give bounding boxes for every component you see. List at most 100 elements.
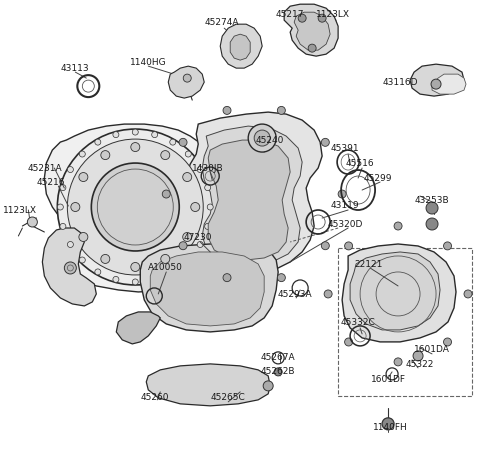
Polygon shape	[186, 112, 322, 276]
Circle shape	[204, 185, 211, 191]
Circle shape	[345, 338, 353, 346]
Text: 45262B: 45262B	[261, 367, 295, 376]
Text: 45299: 45299	[364, 173, 392, 183]
Circle shape	[91, 163, 179, 251]
Circle shape	[79, 151, 85, 157]
Circle shape	[179, 138, 187, 146]
Circle shape	[67, 167, 73, 173]
Text: 45265C: 45265C	[211, 393, 246, 402]
Circle shape	[394, 358, 402, 366]
Circle shape	[321, 242, 329, 250]
Polygon shape	[350, 252, 440, 330]
Circle shape	[183, 74, 191, 82]
Text: 45332C: 45332C	[341, 318, 375, 328]
Circle shape	[394, 222, 402, 230]
Polygon shape	[140, 244, 278, 332]
Polygon shape	[220, 24, 262, 68]
Polygon shape	[294, 12, 330, 50]
Circle shape	[162, 190, 170, 198]
Circle shape	[204, 223, 211, 229]
Text: 45217: 45217	[276, 10, 304, 19]
Circle shape	[308, 44, 316, 52]
Circle shape	[170, 139, 176, 145]
Text: 45267A: 45267A	[261, 353, 296, 362]
Text: 47230: 47230	[184, 233, 213, 242]
Text: 45231A: 45231A	[28, 164, 63, 173]
Text: 45391: 45391	[331, 144, 360, 153]
Circle shape	[60, 223, 66, 229]
Circle shape	[223, 274, 231, 282]
Circle shape	[426, 202, 438, 214]
Polygon shape	[168, 66, 204, 98]
Circle shape	[57, 204, 63, 210]
Circle shape	[431, 79, 441, 89]
Circle shape	[95, 269, 101, 275]
Circle shape	[113, 132, 119, 138]
Polygon shape	[42, 228, 96, 306]
Text: 22121: 22121	[354, 260, 382, 270]
Circle shape	[79, 257, 85, 263]
Circle shape	[161, 255, 170, 264]
Circle shape	[338, 190, 346, 198]
Circle shape	[131, 143, 140, 152]
Polygon shape	[208, 140, 290, 260]
Circle shape	[254, 130, 270, 146]
Circle shape	[71, 202, 80, 212]
Circle shape	[444, 242, 452, 250]
Text: 1123LX: 1123LX	[316, 10, 350, 19]
Circle shape	[27, 217, 37, 227]
Text: 1123LX: 1123LX	[3, 206, 37, 215]
Polygon shape	[284, 4, 338, 56]
Circle shape	[248, 124, 276, 152]
Circle shape	[179, 242, 187, 250]
Polygon shape	[116, 312, 160, 344]
Text: A10050: A10050	[148, 264, 183, 272]
Circle shape	[170, 269, 176, 275]
Circle shape	[152, 276, 158, 282]
Circle shape	[113, 276, 119, 282]
Polygon shape	[150, 252, 264, 326]
Text: 1140HG: 1140HG	[130, 58, 167, 67]
Text: 45293A: 45293A	[278, 290, 312, 299]
Circle shape	[67, 139, 203, 275]
Circle shape	[67, 241, 73, 247]
Circle shape	[131, 262, 140, 271]
Text: 1601DA: 1601DA	[414, 345, 450, 354]
Circle shape	[79, 173, 88, 182]
Circle shape	[318, 14, 326, 22]
Circle shape	[132, 129, 138, 135]
Circle shape	[277, 274, 285, 282]
Text: 1430JB: 1430JB	[192, 164, 224, 173]
Polygon shape	[410, 64, 464, 96]
Circle shape	[324, 290, 332, 298]
Circle shape	[223, 106, 231, 115]
Circle shape	[277, 106, 285, 115]
Bar	[338, 248, 472, 396]
Circle shape	[191, 202, 200, 212]
Circle shape	[321, 138, 329, 146]
Text: 45240: 45240	[256, 135, 284, 145]
Text: 45516: 45516	[346, 159, 374, 168]
Circle shape	[183, 232, 192, 241]
Circle shape	[464, 290, 472, 298]
Circle shape	[207, 204, 213, 210]
Circle shape	[64, 262, 76, 274]
Circle shape	[197, 167, 203, 173]
Circle shape	[426, 218, 438, 230]
Text: 45322: 45322	[406, 361, 434, 369]
Circle shape	[263, 381, 273, 391]
Circle shape	[183, 173, 192, 182]
Text: 45274A: 45274A	[205, 18, 240, 27]
Circle shape	[152, 132, 158, 138]
Circle shape	[60, 185, 66, 191]
Circle shape	[298, 14, 306, 22]
Circle shape	[101, 150, 110, 159]
Polygon shape	[44, 124, 212, 292]
Text: 43113: 43113	[61, 63, 90, 72]
Text: 45260: 45260	[141, 393, 169, 402]
Circle shape	[95, 139, 101, 145]
Circle shape	[274, 368, 282, 376]
Text: 1140FH: 1140FH	[372, 424, 408, 432]
Polygon shape	[432, 74, 466, 94]
Circle shape	[185, 257, 191, 263]
